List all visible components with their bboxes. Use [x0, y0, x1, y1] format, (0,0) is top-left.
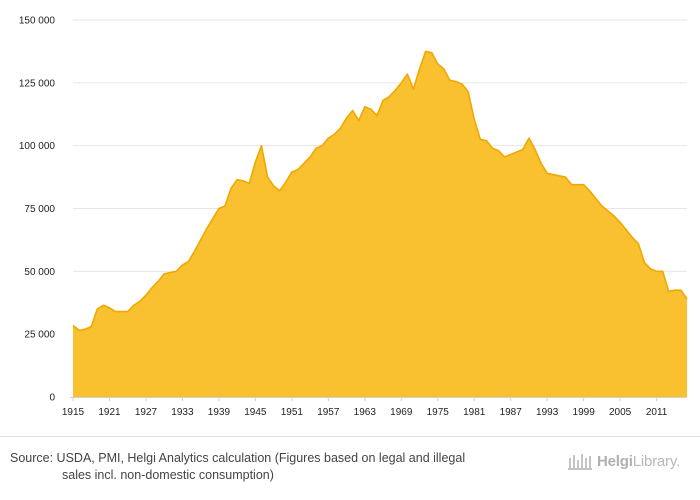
x-tick-label: 1999 [573, 407, 596, 418]
source-line-1: Source: USDA, PMI, Helgi Analytics calcu… [10, 451, 466, 465]
logo-wordmark-bold: Helgi [597, 452, 633, 470]
x-tick-label: 1927 [135, 407, 158, 418]
x-tick-label: 1945 [244, 407, 267, 418]
library-building-icon [568, 454, 592, 470]
x-tick-label: 1987 [500, 407, 523, 418]
x-tick-label: 2005 [609, 407, 632, 418]
x-tick-label: 2011 [646, 407, 668, 418]
y-axis-tick-labels: 0 25 000 50 000 75 000 100 000 125 000 150 000 [19, 16, 56, 404]
x-tick-label: 1933 [171, 407, 194, 418]
x-tick-label: 1921 [98, 407, 121, 418]
x-tick-label: 1981 [463, 407, 486, 418]
y-tick-label: 0 [49, 393, 55, 404]
x-tick-label: 1993 [536, 407, 559, 418]
source-note: Source: USDA, PMI, Helgi Analytics calcu… [10, 450, 530, 484]
footer-divider [0, 436, 700, 437]
y-tick-label: 125 000 [19, 78, 56, 89]
y-tick-label: 25 000 [24, 330, 55, 341]
x-tick-label: 1915 [62, 407, 85, 418]
x-tick-label: 1951 [281, 407, 304, 418]
y-tick-label: 75 000 [24, 204, 55, 215]
logo-wordmark: HelgiLibrary. [597, 453, 680, 470]
x-axis-tick-labels: 1915 1921 1927 1933 1939 1945 1951 1957 1963 1969… [62, 397, 668, 418]
y-tick-label: 150 000 [19, 16, 56, 27]
x-tick-label: 1975 [427, 407, 450, 418]
x-tick-label: 1963 [354, 407, 377, 418]
x-tick-label: 1969 [390, 407, 413, 418]
series-area [73, 51, 687, 398]
y-tick-label: 50 000 [24, 267, 55, 278]
y-tick-label: 100 000 [19, 141, 56, 152]
x-tick-label: 1939 [208, 407, 231, 418]
source-line-2: sales incl. non-domestic consumption) [62, 468, 274, 482]
area-chart: 0 25 000 50 000 75 000 100 000 125 000 150 000… [19, 16, 688, 418]
series-line [72, 50, 688, 332]
logo-wordmark-light: Library. [632, 452, 681, 470]
x-tick-label: 1957 [317, 407, 340, 418]
helgi-library-logo[interactable]: HelgiLibrary. [568, 450, 680, 472]
